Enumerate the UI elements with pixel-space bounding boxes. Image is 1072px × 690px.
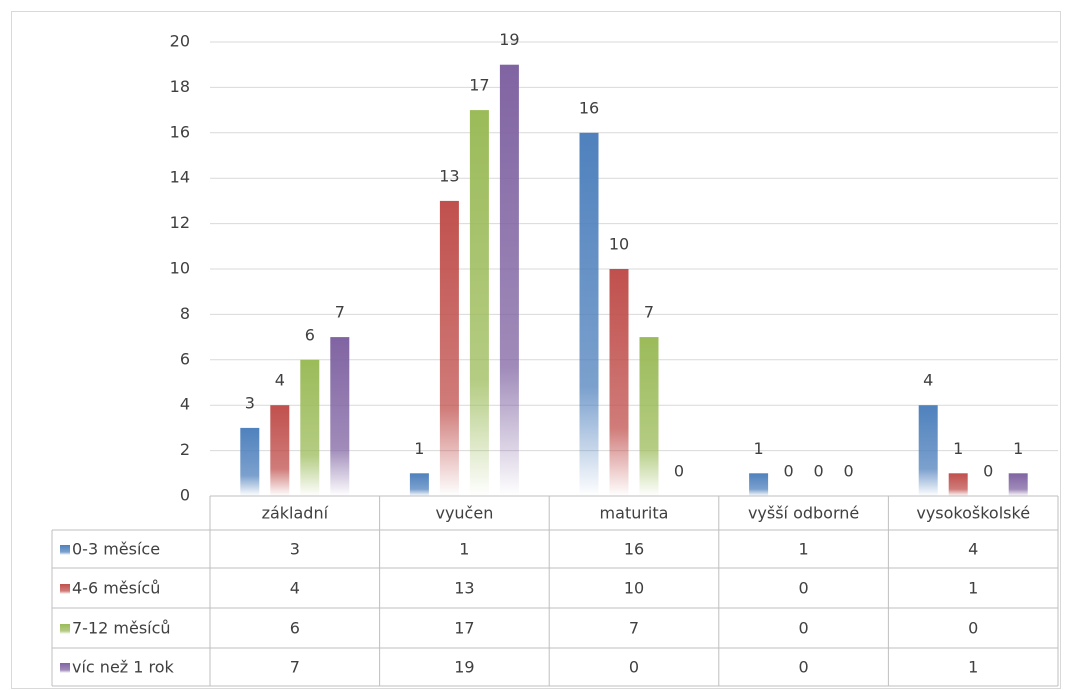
table-cell: 13 — [454, 579, 474, 598]
table-cell: 10 — [624, 579, 644, 598]
data-label: 4 — [275, 371, 285, 390]
table-cell: 0 — [968, 619, 978, 638]
legend-key — [60, 584, 70, 594]
data-label: 7 — [644, 303, 654, 322]
table-cell: 6 — [290, 619, 300, 638]
x-tick-label: základní — [262, 504, 329, 523]
bar — [469, 110, 489, 496]
data-label: 10 — [609, 235, 629, 254]
table-cell: 0 — [799, 579, 809, 598]
data-label: 0 — [844, 462, 854, 481]
bar — [749, 473, 769, 496]
y-tick-label: 10 — [170, 259, 190, 278]
data-label: 0 — [814, 462, 824, 481]
legend-key — [60, 545, 70, 555]
data-label: 17 — [469, 76, 489, 95]
bar — [918, 405, 938, 496]
legend-key — [60, 663, 70, 673]
data-label: 1 — [953, 439, 963, 458]
data-label: 1 — [1013, 439, 1023, 458]
bar — [639, 337, 659, 496]
data-label: 0 — [674, 462, 684, 481]
table-cell: 7 — [290, 658, 300, 677]
table-cell: 4 — [290, 579, 300, 598]
table-cell: 17 — [454, 619, 474, 638]
bar — [579, 132, 599, 497]
bar — [240, 427, 260, 496]
bar — [1008, 473, 1028, 496]
table-cell: 7 — [629, 619, 639, 638]
y-tick-label: 8 — [180, 304, 190, 323]
table-cell: 1 — [968, 579, 978, 598]
table-cell: 19 — [454, 658, 474, 677]
table-cell: 16 — [624, 540, 644, 559]
table-cell: 1 — [968, 658, 978, 677]
x-tick-label: vysokoškolské — [916, 504, 1030, 523]
table-cell: 4 — [968, 540, 978, 559]
table-cell: 1 — [799, 540, 809, 559]
x-tick-label: maturita — [600, 504, 669, 523]
y-tick-label: 12 — [170, 213, 190, 232]
table-cell: 1 — [459, 540, 469, 559]
table-cell: 0 — [799, 619, 809, 638]
y-tick-label: 0 — [180, 486, 190, 505]
y-tick-label: 4 — [180, 395, 190, 414]
y-tick-label: 16 — [170, 122, 190, 141]
data-label: 16 — [579, 98, 599, 117]
y-tick-label: 14 — [170, 168, 190, 187]
y-tick-label: 18 — [170, 77, 190, 96]
legend-label: 4-6 měsíců — [72, 579, 160, 598]
data-label: 4 — [923, 371, 933, 390]
data-label: 6 — [305, 325, 315, 344]
data-label: 1 — [414, 439, 424, 458]
data-label: 0 — [983, 462, 993, 481]
table-cell: 0 — [629, 658, 639, 677]
bar — [499, 64, 519, 496]
data-label: 3 — [245, 393, 255, 412]
y-tick-label: 20 — [170, 32, 190, 51]
data-label: 0 — [784, 462, 794, 481]
x-tick-label: vyučen — [435, 504, 493, 523]
legend-label: 0-3 měsíce — [72, 540, 160, 559]
data-label: 19 — [499, 30, 519, 49]
data-label: 1 — [754, 439, 764, 458]
bar — [609, 269, 629, 496]
legend-key — [60, 624, 70, 634]
bar — [300, 359, 320, 496]
legend-label: 7-12 měsíců — [72, 619, 171, 638]
y-tick-label: 2 — [180, 440, 190, 459]
legend-label: víc než 1 rok — [72, 658, 175, 677]
data-label: 7 — [335, 303, 345, 322]
bar — [270, 405, 290, 496]
table-cell: 3 — [290, 540, 300, 559]
chart-border — [11, 11, 1061, 689]
bar — [330, 337, 350, 496]
x-tick-label: vyšší odborné — [748, 504, 859, 523]
table-cell: 0 — [799, 658, 809, 677]
data-label: 13 — [439, 166, 459, 185]
bar — [948, 473, 968, 496]
y-tick-label: 6 — [180, 349, 190, 368]
bar — [439, 200, 459, 496]
bar — [409, 473, 429, 496]
